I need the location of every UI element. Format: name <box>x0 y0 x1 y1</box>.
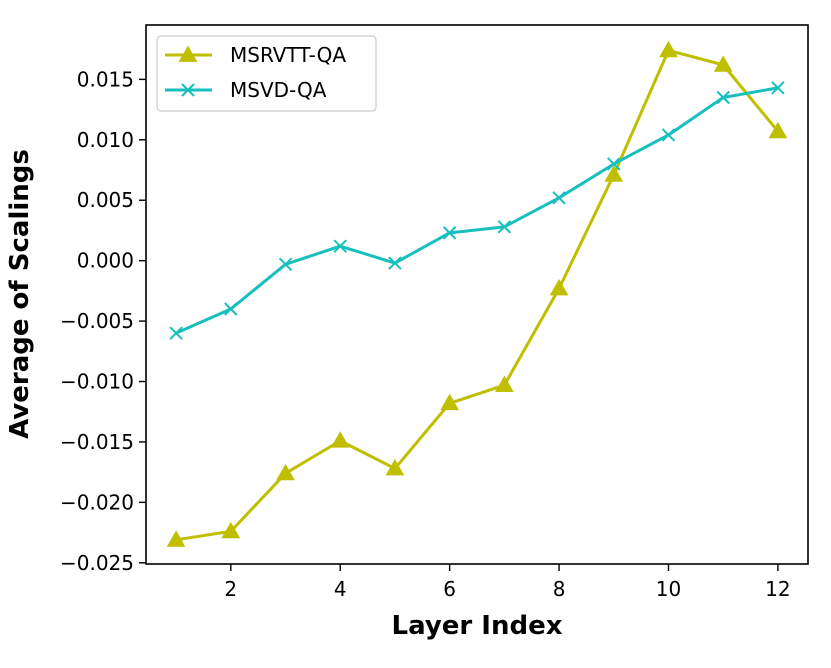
data-point-msvd-qa-stroke-b <box>224 302 238 316</box>
data-point-msvd-qa-stroke-b <box>552 191 566 205</box>
data-point-msvd-qa <box>607 157 621 171</box>
plot-frame <box>145 24 809 565</box>
data-point-msvd-qa <box>278 257 293 271</box>
data-point-msvd-qa <box>224 302 238 316</box>
x-tick-label: 10 <box>656 577 681 601</box>
data-point-msvd-qa <box>716 90 730 105</box>
data-point-msvd-qa-stroke-b <box>497 220 512 234</box>
legend-swatch-marker <box>178 45 198 62</box>
data-point-msrvtt-qa <box>440 393 460 411</box>
x-axis: 2 4 6 8 10 12 <box>224 564 791 601</box>
data-point-msrvtt-qa <box>385 459 405 476</box>
y-tick-label: −0.025 <box>60 551 134 575</box>
data-point-msrvtt-qa <box>330 431 350 448</box>
data-point-msvd-qa <box>661 128 676 142</box>
data-point-msvd-qa <box>497 220 512 234</box>
data-point-msrvtt-qa <box>659 40 678 58</box>
data-point-msvd-qa <box>771 81 785 95</box>
series-msvd-qa <box>169 81 785 340</box>
data-point-msrvtt-qa <box>768 121 788 139</box>
data-point-msvd-qa-stroke-b <box>607 157 621 171</box>
data-point-msrvtt-qa <box>604 165 624 182</box>
y-tick-label: −0.010 <box>60 370 134 394</box>
series-line-msrvtt-qa <box>175 48 780 542</box>
data-point-msvd-qa-stroke-b <box>771 81 785 95</box>
data-point-msvd-qa-stroke-b <box>169 326 183 340</box>
y-tick-label: 0.005 <box>77 188 134 212</box>
x-tick-label: 4 <box>334 577 347 601</box>
legend-entries: MSRVTT-QA MSVD-QA <box>165 43 346 102</box>
data-point-msvd-qa <box>169 326 183 340</box>
data-point-msvd-qa <box>388 256 402 270</box>
legend: MSRVTT-QA MSVD-QA <box>156 35 377 112</box>
legend-swatch-marker <box>181 83 195 97</box>
series-line-msvd-qa <box>175 86 779 335</box>
data-point-msvd-qa <box>442 226 457 240</box>
legend-entry-msrvtt-qa: MSRVTT-QA <box>165 43 346 67</box>
data-point-msvd-qa-stroke-b <box>278 257 293 271</box>
series-layer <box>166 40 788 547</box>
y-tick-label: 0.015 <box>77 67 134 91</box>
data-point-msrvtt-qa <box>494 375 514 393</box>
data-point-msvd-qa-stroke-b <box>716 90 730 105</box>
data-point-msrvtt-qa <box>166 530 186 547</box>
data-point-msrvtt-qa <box>221 521 241 539</box>
data-point-msvd-qa <box>552 191 566 205</box>
y-tick-label: −0.005 <box>60 309 134 333</box>
legend-swatch-marker-stroke-b <box>181 83 195 97</box>
data-point-msvd-qa <box>333 239 347 253</box>
data-point-msrvtt-qa <box>276 463 295 481</box>
series-msrvtt-qa <box>166 40 788 547</box>
data-point-msrvtt-qa <box>549 278 569 296</box>
y-tick-label: −0.020 <box>60 490 134 514</box>
legend-label: MSVD-QA <box>230 78 327 102</box>
data-point-msrvtt-qa <box>713 55 733 72</box>
y-tick-label: 0.000 <box>77 249 134 273</box>
y-axis-title: Average of Scalings <box>5 149 35 439</box>
x-axis-title: Layer Index <box>392 611 563 641</box>
data-point-msvd-qa-stroke-b <box>388 256 402 270</box>
data-point-msvd-qa-stroke-b <box>442 226 457 240</box>
y-tick-label: −0.015 <box>60 430 134 454</box>
x-tick-label: 2 <box>224 577 237 601</box>
data-point-msvd-qa-stroke-b <box>333 239 347 253</box>
legend-entry-msvd-qa: MSVD-QA <box>165 78 327 102</box>
y-axis: −0.025 −0.020 −0.015 −0.010 −0.005 0.000 0.005… <box>60 67 146 575</box>
x-tick-label: 12 <box>765 577 790 601</box>
data-point-msvd-qa-stroke-b <box>661 128 676 142</box>
x-tick-label: 8 <box>553 577 566 601</box>
x-tick-label: 6 <box>443 577 456 601</box>
y-tick-label: 0.010 <box>77 128 134 152</box>
legend-label: MSRVTT-QA <box>230 43 346 67</box>
